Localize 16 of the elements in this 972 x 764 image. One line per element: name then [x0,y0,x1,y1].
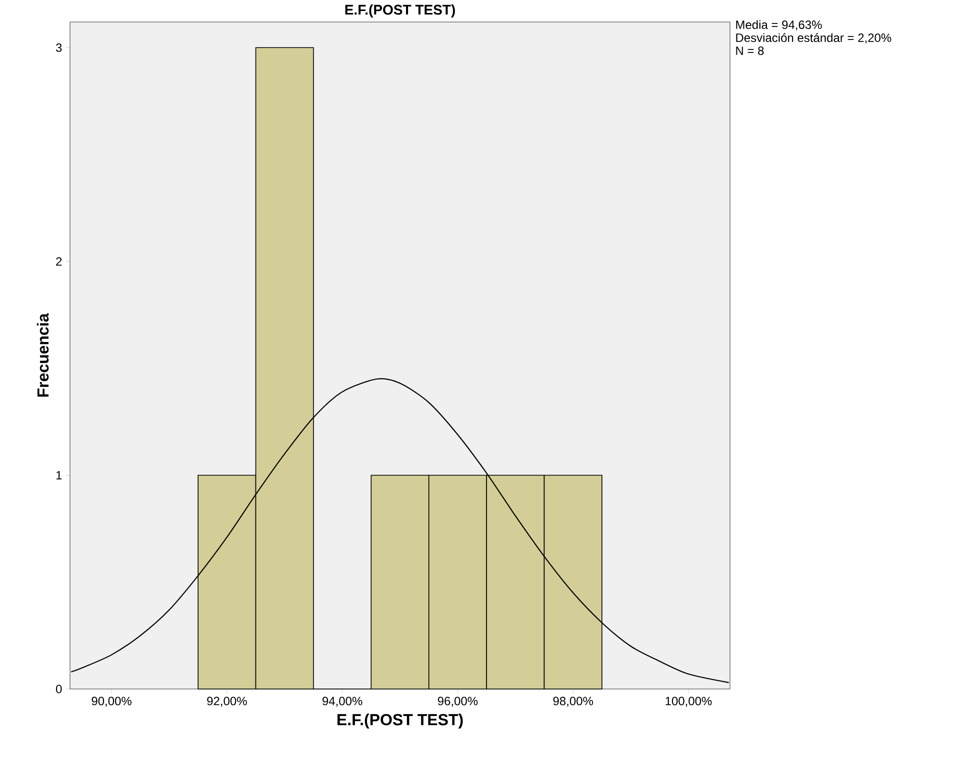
chart-title: E.F.(POST TEST) [345,4,455,18]
y-tick-label: 3 [56,43,62,52]
text: Media = 94,63% [736,20,822,30]
x-tick-label: 92,00% [207,696,247,707]
x-tick-label: 96,00% [438,696,478,707]
text: Desviación estándar = 2,20% [736,33,892,44]
y-tick-label: 1 [56,471,62,480]
x-tick-label: 90,00% [92,696,132,707]
y-tick-label: 0 [56,684,62,694]
y-tick-label: 2 [56,257,62,266]
x-tick-label: 94,00% [322,696,362,707]
y-axis-title: Frecuencia [36,313,49,397]
x-axis-title: E.F.(POST TEST) [338,714,463,728]
text: N = 8 [736,46,764,55]
x-tick-label: 100,00% [666,696,712,707]
x-tick-label: 98,00% [553,696,593,707]
